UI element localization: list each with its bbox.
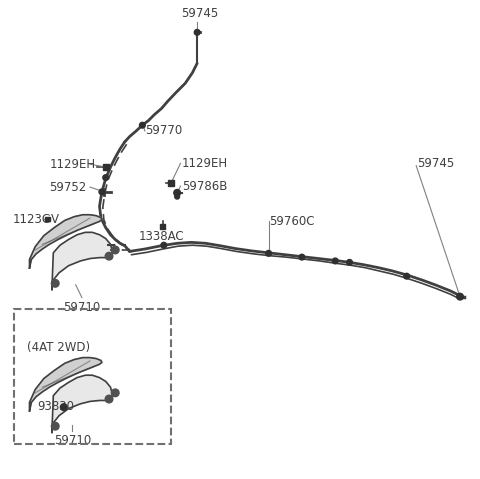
Text: 59745: 59745 <box>417 157 455 170</box>
Polygon shape <box>29 358 102 411</box>
Circle shape <box>111 246 119 254</box>
Circle shape <box>111 389 119 397</box>
Text: 59710: 59710 <box>63 301 100 314</box>
Circle shape <box>332 258 338 264</box>
Text: 1338AC: 1338AC <box>139 230 184 243</box>
Circle shape <box>456 293 463 300</box>
Circle shape <box>105 395 113 403</box>
Polygon shape <box>52 375 112 433</box>
Circle shape <box>99 189 105 195</box>
Circle shape <box>174 190 180 196</box>
Circle shape <box>103 175 108 181</box>
Text: 1129EH: 1129EH <box>182 157 228 170</box>
Bar <box>103 164 108 170</box>
Text: 59752: 59752 <box>49 181 87 194</box>
Circle shape <box>161 242 167 248</box>
Circle shape <box>404 274 409 279</box>
Circle shape <box>105 252 113 260</box>
Text: 93830: 93830 <box>37 399 74 413</box>
Bar <box>160 224 165 228</box>
Circle shape <box>299 254 305 260</box>
Circle shape <box>266 251 271 256</box>
Circle shape <box>140 122 145 128</box>
Circle shape <box>51 280 59 287</box>
Circle shape <box>175 194 180 199</box>
Text: 59760C: 59760C <box>270 215 315 228</box>
Circle shape <box>51 422 59 430</box>
Bar <box>168 181 174 186</box>
Bar <box>45 217 49 221</box>
Text: 59786B: 59786B <box>182 180 227 193</box>
Text: (4AT 2WD): (4AT 2WD) <box>27 341 90 354</box>
Text: 1123GV: 1123GV <box>12 213 60 226</box>
Polygon shape <box>29 215 102 268</box>
Text: 1129EH: 1129EH <box>49 158 96 171</box>
Text: 59745: 59745 <box>181 8 218 21</box>
Circle shape <box>194 30 200 35</box>
Polygon shape <box>52 232 112 289</box>
Circle shape <box>347 260 352 265</box>
Circle shape <box>60 404 67 411</box>
Text: 59770: 59770 <box>145 125 182 137</box>
Text: 59710: 59710 <box>54 434 91 447</box>
